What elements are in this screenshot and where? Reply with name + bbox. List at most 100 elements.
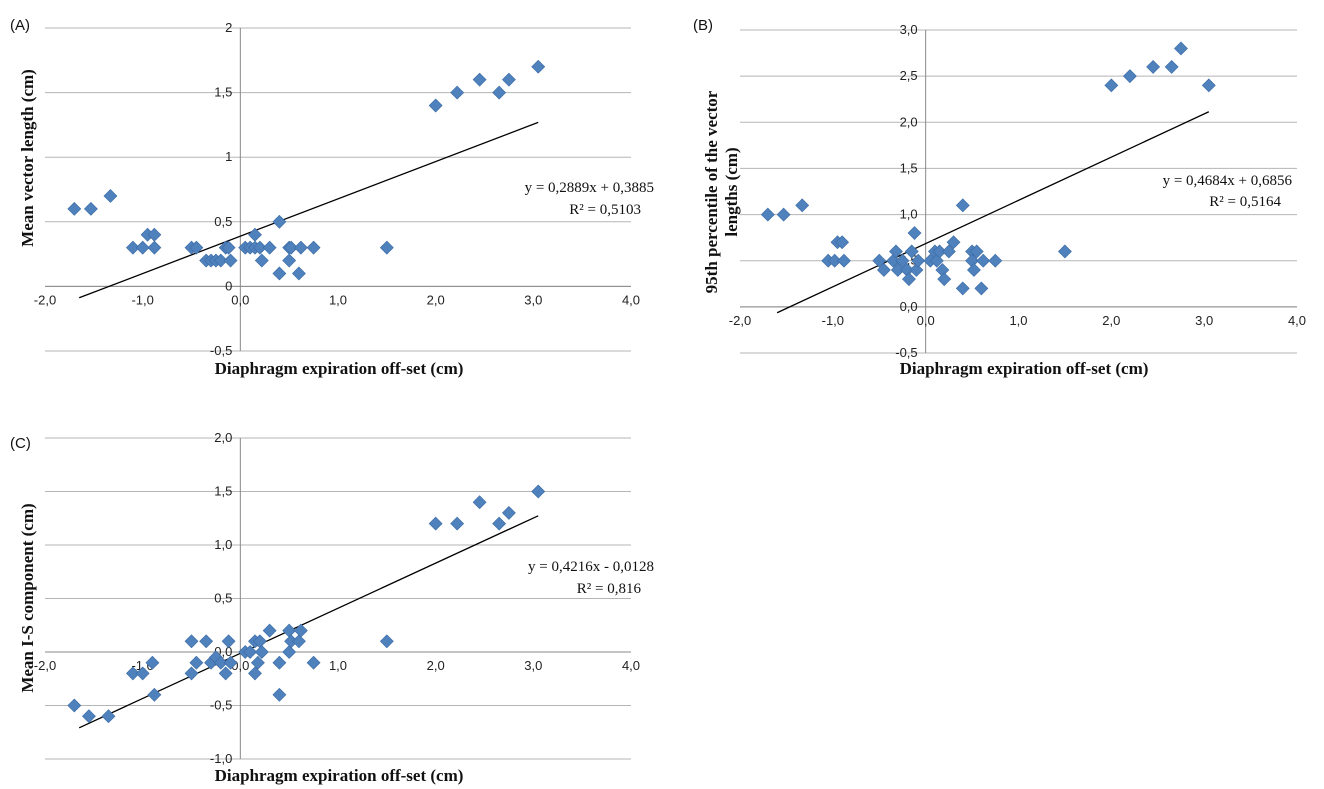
data-point bbox=[262, 623, 277, 638]
data-point bbox=[272, 655, 287, 670]
y-tick-label: 0,5 bbox=[214, 214, 232, 229]
data-point bbox=[531, 59, 546, 74]
data-point bbox=[890, 263, 905, 277]
data-point bbox=[827, 253, 842, 268]
data-point bbox=[895, 253, 910, 268]
x-tick-label: 1,0 bbox=[1009, 313, 1027, 328]
y-tick-label: 2,0 bbox=[214, 430, 232, 445]
x-tick-label: 2,0 bbox=[1102, 313, 1120, 328]
y-tick-label: 1,0 bbox=[214, 537, 232, 552]
y-tick-label: 3,0 bbox=[900, 22, 918, 37]
y-tick-label: 2,5 bbox=[900, 68, 918, 83]
data-point bbox=[907, 226, 922, 240]
data-point bbox=[932, 244, 947, 259]
data-point bbox=[184, 666, 199, 681]
trend-r-squared: R² = 0,5164 bbox=[1209, 194, 1281, 210]
x-tick-label: 4,0 bbox=[1288, 313, 1306, 328]
data-point bbox=[450, 85, 465, 100]
y-tick-label: 1,0 bbox=[900, 207, 918, 222]
data-point bbox=[250, 655, 265, 670]
data-point bbox=[243, 645, 258, 659]
data-point bbox=[837, 253, 851, 268]
x-tick-label: 1,0 bbox=[329, 658, 347, 673]
y-tick-label: 1 bbox=[225, 149, 232, 164]
data-point bbox=[776, 207, 791, 222]
data-point bbox=[1164, 59, 1179, 74]
data-point bbox=[969, 244, 984, 259]
trend-equation: y = 0,4216x - 0,0128 bbox=[528, 559, 654, 575]
x-axis-title: Diaphragm expiration off-set (cm) bbox=[215, 359, 464, 378]
x-tick-label: 4,0 bbox=[622, 292, 640, 307]
data-point bbox=[872, 253, 887, 268]
y-axis-title: 95th percentile of the vector bbox=[702, 90, 721, 293]
y-tick-label: -0,5 bbox=[210, 343, 232, 358]
data-point bbox=[262, 240, 277, 255]
y-axis-title: Mean I-S component (cm) bbox=[18, 503, 37, 692]
panel-label: (B) bbox=[693, 17, 713, 34]
data-point bbox=[293, 623, 308, 638]
data-point bbox=[1146, 59, 1161, 74]
trend-r-squared: R² = 0,816 bbox=[577, 581, 642, 597]
chart-panel-c: -1,0-0,50,00,51,01,52,0-2,0 -1,0 0,0 1,0 2,0… bbox=[10, 430, 654, 785]
y-tick-label: 1,5 bbox=[214, 484, 232, 499]
x-tick-label: 2,0 bbox=[427, 658, 445, 673]
x-tick-label: 2,0 bbox=[427, 292, 445, 307]
y-axis-title: lengths (cm) bbox=[722, 147, 741, 236]
data-point bbox=[1104, 78, 1119, 93]
data-point bbox=[306, 655, 321, 670]
data-point bbox=[472, 495, 487, 510]
data-point bbox=[988, 253, 1003, 268]
data-point bbox=[223, 655, 238, 670]
data-point bbox=[254, 253, 269, 268]
y-tick-label: 0 bbox=[225, 278, 232, 293]
data-point bbox=[876, 263, 891, 277]
trendline bbox=[78, 515, 539, 729]
data-point bbox=[306, 240, 321, 255]
x-tick-label: -1,0 bbox=[131, 292, 153, 307]
data-point bbox=[292, 634, 306, 649]
y-tick-label: -0,5 bbox=[895, 345, 917, 360]
data-point bbox=[760, 207, 775, 222]
y-tick-label: 2 bbox=[225, 20, 232, 35]
y-tick-label: 1,5 bbox=[214, 85, 232, 100]
data-point bbox=[213, 253, 228, 268]
data-point bbox=[902, 272, 916, 287]
x-tick-label: -2,0 bbox=[729, 313, 751, 328]
data-point bbox=[272, 214, 287, 229]
x-tick-label: 0,0 bbox=[917, 313, 935, 328]
data-point bbox=[492, 85, 507, 100]
data-point bbox=[976, 253, 991, 268]
data-point bbox=[147, 687, 162, 702]
data-point bbox=[889, 244, 903, 259]
data-point bbox=[189, 655, 204, 670]
data-point bbox=[282, 645, 297, 659]
data-point bbox=[272, 266, 287, 281]
data-point bbox=[147, 240, 162, 255]
chart-panel-b: -0,50,00,51,01,52,02,53,0-2,0-1,00,01,02… bbox=[693, 17, 1306, 378]
data-point bbox=[254, 645, 269, 659]
data-point bbox=[946, 235, 961, 250]
y-tick-label: 0,5 bbox=[214, 591, 232, 606]
data-point bbox=[941, 244, 956, 259]
x-tick-label: -2,0 bbox=[34, 658, 56, 673]
data-point bbox=[125, 666, 140, 681]
data-point bbox=[83, 201, 98, 216]
panel-label: (C) bbox=[10, 435, 31, 452]
data-point bbox=[428, 516, 443, 531]
data-point bbox=[103, 189, 118, 203]
data-point bbox=[248, 227, 262, 242]
data-point bbox=[501, 505, 516, 520]
data-point bbox=[955, 198, 970, 213]
x-tick-label: 3,0 bbox=[524, 658, 542, 673]
x-axis-title: Diaphragm expiration off-set (cm) bbox=[900, 359, 1149, 378]
data-point bbox=[82, 709, 96, 724]
data-point bbox=[450, 516, 465, 531]
x-tick-label: -2,0 bbox=[34, 292, 56, 307]
data-point bbox=[248, 666, 262, 681]
x-tick-label: 0,0 bbox=[231, 292, 249, 307]
data-point bbox=[531, 484, 546, 499]
data-point bbox=[213, 655, 228, 670]
data-point bbox=[909, 263, 924, 277]
data-point bbox=[252, 240, 267, 255]
